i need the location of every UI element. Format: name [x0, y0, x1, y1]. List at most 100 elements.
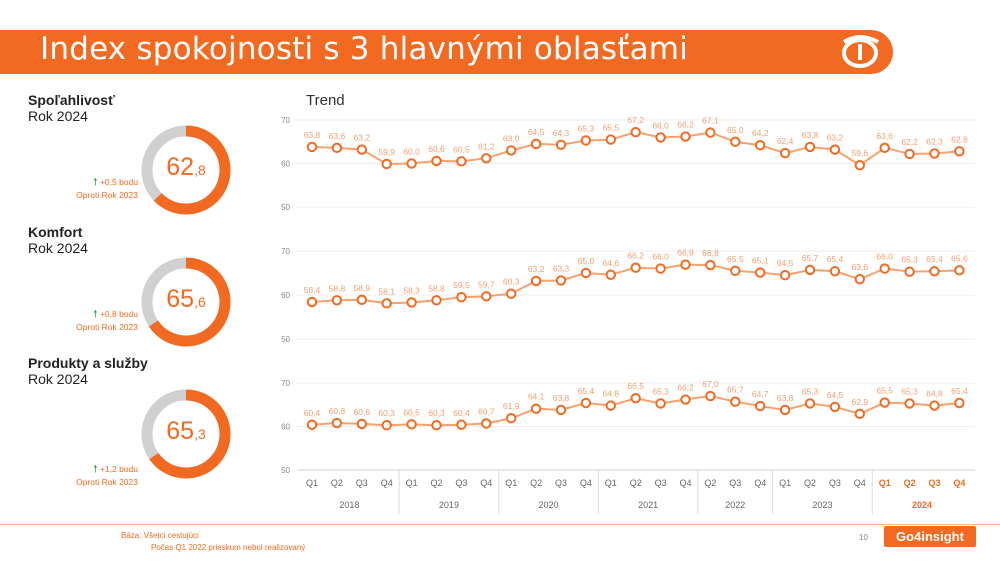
data-point [730, 265, 741, 276]
data-label: 63,8 [553, 393, 570, 403]
x-tick-label: Q2 [704, 478, 716, 488]
data-label: 66,8 [702, 248, 719, 258]
data-point [779, 270, 791, 281]
data-point [506, 145, 517, 156]
x-tick-label: Q2 [331, 478, 343, 488]
data-label: 63,6 [876, 131, 893, 141]
data-point [406, 419, 417, 430]
data-label: 66,2 [677, 120, 694, 130]
data-label: 65,1 [752, 256, 769, 266]
data-point [356, 294, 367, 306]
data-point [555, 139, 567, 150]
data-point [680, 394, 691, 405]
data-point [580, 397, 592, 409]
data-label: 63,8 [802, 130, 819, 140]
data-label: 66,0 [652, 252, 669, 262]
data-point [879, 397, 890, 408]
section-year: Rok 2024 [28, 371, 88, 387]
data-point [456, 419, 467, 430]
data-point [481, 291, 492, 302]
footer-base: Báza: Všetci cestujúci [121, 531, 199, 540]
data-point [381, 298, 392, 309]
x-tick-label: Q4 [381, 478, 393, 488]
x-tick-label: Q4 [480, 478, 492, 488]
data-label: 60,3 [428, 408, 445, 418]
data-point [580, 267, 592, 279]
data-label: 64,8 [603, 389, 620, 399]
x-tick-label: Q4 [679, 478, 691, 488]
data-point [655, 398, 666, 409]
data-point [929, 266, 940, 277]
data-label: 61,9 [503, 401, 520, 411]
x-tick-label: Q4 [953, 478, 965, 488]
delta-info: 🠕 +1,2 bodu Oproti Rok 2023 [76, 464, 138, 487]
data-label: 67,1 [702, 116, 719, 126]
page-number: 10 [859, 533, 868, 542]
data-label: 63,2 [354, 133, 371, 143]
score-value: 65,6 [166, 285, 206, 313]
data-label: 58,8 [428, 283, 445, 293]
data-label: 65,3 [901, 386, 918, 396]
data-point [555, 275, 567, 286]
data-label: 64,6 [603, 258, 620, 268]
data-point [356, 418, 367, 430]
data-label: 63,8 [304, 130, 321, 140]
delta-info: 🠕 +0,8 bodu Oproti Rok 2023 [76, 309, 138, 332]
data-label: 60,6 [428, 144, 445, 154]
data-label: 58,1 [378, 286, 395, 296]
data-point [705, 127, 716, 138]
data-label: 65,7 [727, 385, 744, 395]
data-point [705, 259, 716, 271]
data-point [306, 296, 318, 308]
arrow-up-icon: 🠕 [93, 464, 98, 475]
x-tick-label: Q4 [580, 478, 592, 488]
data-point [406, 158, 417, 169]
data-point [779, 404, 791, 416]
data-point [829, 144, 841, 155]
company-logo-icon [842, 35, 879, 68]
data-label: 62,3 [926, 136, 943, 146]
trend-title: Trend [306, 92, 345, 109]
data-label: 62,4 [777, 136, 794, 146]
data-label: 60,3 [503, 277, 520, 287]
data-point [630, 126, 641, 138]
data-label: 60,4 [304, 408, 321, 418]
data-label: 60,0 [403, 147, 420, 157]
x-tick-label: Q2 [804, 478, 816, 488]
data-point [804, 141, 816, 153]
data-point [854, 160, 865, 171]
data-label: 58,3 [403, 285, 420, 295]
data-label: 65,3 [802, 386, 819, 396]
data-point [854, 408, 865, 420]
data-point [829, 401, 841, 413]
data-point [680, 259, 691, 270]
data-point [879, 263, 890, 274]
data-label: 65,5 [603, 123, 620, 133]
data-point [655, 263, 666, 274]
y-tick-label: 50 [281, 203, 290, 212]
data-point [530, 138, 542, 150]
y-tick-label: 60 [281, 160, 290, 169]
data-label: 63,6 [329, 131, 346, 141]
arrow-up-icon: 🠕 [93, 309, 98, 320]
data-point [530, 275, 542, 287]
data-label: 63,6 [852, 262, 869, 272]
year-label: 2018 [339, 500, 359, 510]
data-point [829, 266, 841, 277]
data-label: 65,5 [876, 386, 893, 396]
x-tick-label: Q3 [455, 478, 467, 488]
y-tick-label: 60 [281, 291, 290, 300]
section-name: Spoľahlivosť [28, 92, 115, 108]
data-point [580, 135, 592, 146]
data-point [605, 269, 616, 280]
data-label: 63,2 [528, 264, 545, 274]
data-label: 58,4 [304, 285, 321, 295]
data-point [954, 146, 965, 157]
data-point [506, 413, 517, 424]
data-label: 59,9 [378, 147, 395, 157]
data-label: 65,5 [727, 254, 744, 264]
data-point [779, 147, 791, 159]
y-tick-label: 50 [281, 466, 290, 475]
title-bar: Index spokojnosti s 3 hlavnými oblasťami [0, 30, 893, 74]
x-tick-label: Q2 [904, 478, 916, 488]
